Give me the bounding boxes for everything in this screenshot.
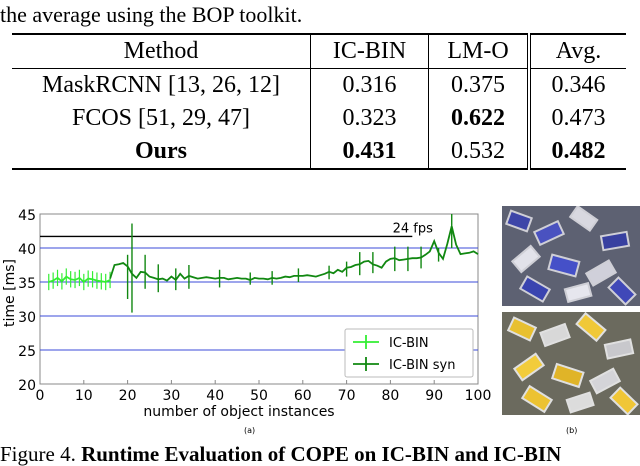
y-axis-label: time [ms] bbox=[2, 259, 18, 327]
caption-bold: Runtime Evaluation of COPE on IC-BIN and… bbox=[81, 442, 562, 466]
scene-image-bottom bbox=[502, 312, 640, 415]
scene-image-top-graphic bbox=[502, 206, 640, 306]
x-axis-label: number of object instances bbox=[143, 404, 334, 420]
x-tick-label: 70 bbox=[338, 388, 356, 404]
cell-lmo: 0.622 bbox=[428, 102, 529, 135]
legend-label: IC-BIN bbox=[389, 336, 429, 351]
x-tick-label: 100 bbox=[465, 388, 492, 404]
table-row: Ours 0.431 0.532 0.482 bbox=[12, 135, 626, 170]
x-tick-label: 50 bbox=[250, 388, 268, 404]
x-tick-label: 40 bbox=[206, 388, 224, 404]
legend-label: IC-BIN syn bbox=[389, 358, 455, 373]
cell-lmo: 0.375 bbox=[428, 68, 529, 102]
runtime-chart: 20 25 30 35 40 45 0 10 20 30 40 50 60 70 80 90 100 number… bbox=[2, 208, 492, 420]
cell-icbin: 0.316 bbox=[310, 68, 429, 102]
y-tick-label: 40 bbox=[18, 242, 36, 258]
table-row: FCOS [51, 29, 47] 0.323 0.622 0.473 bbox=[12, 102, 626, 135]
x-tick-label: 10 bbox=[75, 388, 93, 404]
cell-avg: 0.482 bbox=[527, 135, 626, 170]
reference-line-label: 24 fps bbox=[393, 221, 434, 236]
y-tick-label: 45 bbox=[18, 208, 36, 224]
legend-box bbox=[344, 328, 474, 378]
series-line-icbin bbox=[48, 275, 111, 284]
subfigure-label-a: (a) bbox=[244, 426, 256, 435]
cell-lmo: 0.532 bbox=[428, 135, 529, 170]
x-tick-label: 90 bbox=[425, 388, 443, 404]
x-tick-label: 60 bbox=[294, 388, 312, 404]
table-row: MaskRCNN [13, 26, 12] 0.316 0.375 0.346 bbox=[12, 68, 626, 102]
header-method: Method bbox=[12, 33, 311, 69]
cell-icbin: 0.323 bbox=[310, 102, 429, 135]
table-header-row: Method IC-BIN LM-O Avg. bbox=[12, 33, 626, 69]
series-line-icbin-syn bbox=[109, 225, 479, 282]
results-table: Method IC-BIN LM-O Avg. MaskRCNN [13, 26… bbox=[12, 33, 626, 170]
y-tick-label: 30 bbox=[18, 310, 36, 326]
cell-method: MaskRCNN [13, 26, 12] bbox=[42, 72, 280, 98]
subfigure-label-b: (b) bbox=[566, 426, 578, 435]
cell-method: Ours bbox=[12, 135, 311, 170]
y-tick-label: 20 bbox=[18, 378, 36, 394]
cell-avg: 0.346 bbox=[527, 68, 626, 102]
figure-caption: Figure 4. Runtime Evaluation of COPE on … bbox=[0, 443, 561, 465]
y-tick-label: 35 bbox=[18, 276, 36, 292]
cell-method: FCOS [51, 29, 47] bbox=[71, 105, 251, 131]
y-tick-label: 25 bbox=[18, 344, 36, 360]
cell-avg: 0.473 bbox=[527, 102, 626, 135]
header-avg: Avg. bbox=[527, 33, 626, 69]
cell-icbin: 0.431 bbox=[310, 135, 429, 170]
x-tick-label: 0 bbox=[36, 388, 45, 404]
header-icbin: IC-BIN bbox=[310, 33, 429, 69]
scene-image-bottom-graphic bbox=[502, 312, 640, 415]
x-tick-label: 20 bbox=[119, 388, 137, 404]
x-tick-label: 30 bbox=[162, 388, 180, 404]
caption-prefix: Figure 4. bbox=[0, 442, 82, 466]
top-text: the average using the BOP toolkit. bbox=[0, 2, 303, 27]
x-tick-label: 80 bbox=[381, 388, 399, 404]
header-lmo: LM-O bbox=[428, 33, 529, 69]
scene-image-top bbox=[502, 206, 640, 306]
